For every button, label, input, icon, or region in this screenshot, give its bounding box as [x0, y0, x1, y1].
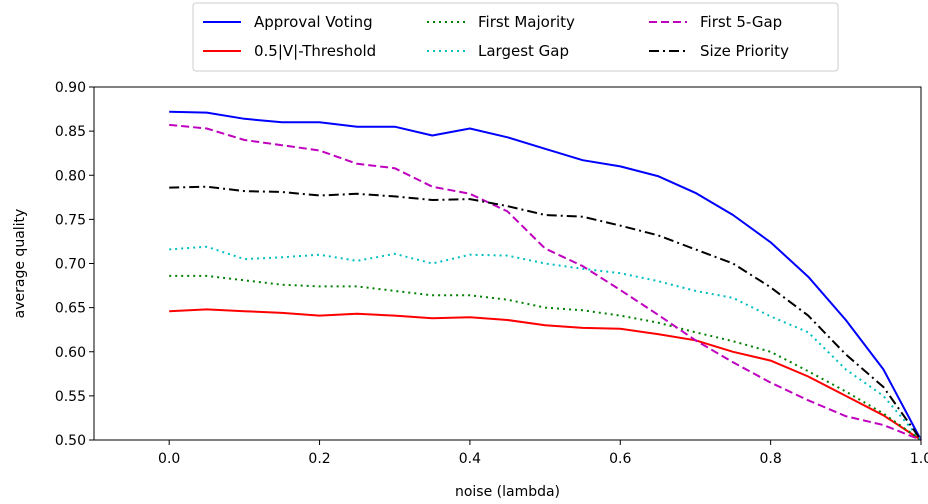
tick-layer: 0.0 0.2 0.4 0.6 0.8 1.0 0.50 0.55 0.60 0.65 0.70 0.… — [55, 80, 928, 467]
legend-label: Size Priority — [700, 42, 789, 60]
x-tick-label: 0.2 — [308, 451, 330, 467]
plot-frame — [93, 86, 922, 441]
x-tick-label: 0.8 — [760, 451, 782, 467]
series-line-4 — [169, 245, 922, 441]
x-axis-title: noise (lambda) — [455, 484, 560, 500]
legend-label: First 5-Gap — [700, 13, 782, 31]
x-tick-label: 1.0 — [910, 451, 928, 467]
series-line-5 — [169, 123, 922, 441]
legend: Approval Voting 0.5|V|-Threshold First Maj… — [192, 2, 839, 72]
y-tick-label: 0.60 — [55, 345, 86, 361]
series-line-3 — [169, 274, 922, 441]
y-tick-label: 0.85 — [55, 124, 86, 140]
legend-label: First Majority — [478, 13, 575, 31]
series-line-2 — [169, 308, 922, 441]
legend-label: Largest Gap — [478, 42, 569, 60]
x-tick-label: 0.0 — [158, 451, 180, 467]
series-layer — [169, 110, 922, 441]
y-tick-label: 0.55 — [55, 389, 86, 405]
y-tick-label: 0.65 — [55, 301, 86, 317]
x-tick-label: 0.4 — [459, 451, 481, 467]
y-tick-label: 0.90 — [55, 80, 86, 96]
y-tick-label: 0.70 — [55, 257, 86, 273]
legend-label: 0.5|V|-Threshold — [254, 42, 376, 60]
y-tick-label: 0.75 — [55, 212, 86, 228]
series-line-6 — [169, 185, 922, 441]
y-tick-label: 0.50 — [55, 433, 86, 449]
series-line-1 — [169, 110, 922, 441]
y-axis-title: average quality — [12, 209, 28, 319]
y-tick-label: 0.80 — [55, 168, 86, 184]
x-tick-label: 0.6 — [609, 451, 631, 467]
legend-box — [192, 2, 839, 72]
legend-label: Approval Voting — [254, 13, 373, 31]
